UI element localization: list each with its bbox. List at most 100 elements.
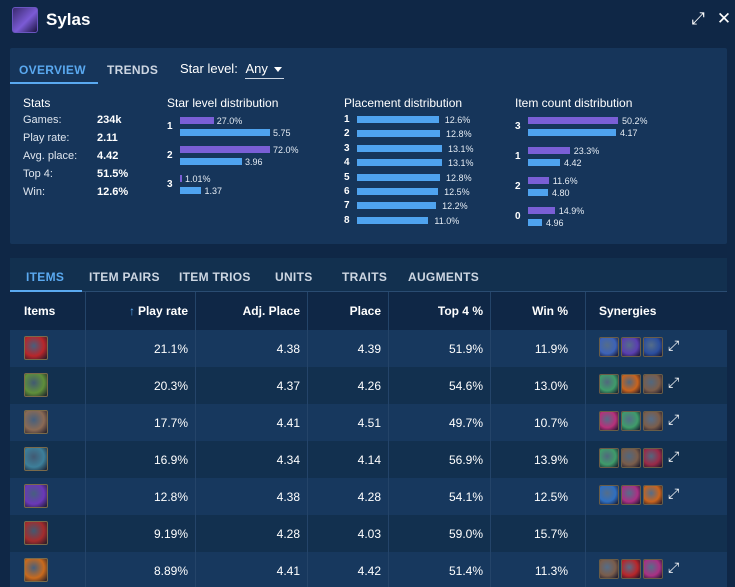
item-count-pct-text: 14.9% <box>558 206 585 216</box>
placement-pct-text: 12.6% <box>444 115 471 125</box>
close-window-button[interactable]: ✕ <box>716 9 732 28</box>
top4-cell: 51.4% <box>448 564 483 578</box>
red-slash-item-icon[interactable] <box>24 336 48 360</box>
placement-pct-text: 13.1% <box>448 143 474 154</box>
stat-value: 51.5% <box>97 168 129 180</box>
expand-icon[interactable]: ⤢ <box>668 337 680 353</box>
column-divider <box>585 292 586 587</box>
table-row[interactable]: 12.8% 4.38 4.28 54.1% 12.5% ⤢ <box>10 478 727 515</box>
stone-spiral-item-icon[interactable] <box>24 410 48 434</box>
stone-spiral-icon[interactable] <box>643 374 663 394</box>
placement-bar <box>357 173 441 181</box>
expand-icon[interactable]: ⤢ <box>668 374 680 390</box>
red-slash-icon[interactable] <box>621 559 641 579</box>
placement-bar <box>357 116 439 123</box>
item-count-pct-text: 23.3% <box>573 146 600 156</box>
adj-place-cell: 4.34 <box>276 453 300 467</box>
red-armor-item-icon[interactable] <box>24 521 48 545</box>
tab-units[interactable]: UNITS <box>275 270 313 284</box>
expand-icon[interactable]: ⤢ <box>668 559 680 575</box>
expand-icon[interactable]: ⤢ <box>668 448 680 464</box>
star-level-label: Star level: <box>180 61 238 76</box>
table-row[interactable]: 17.7% 4.41 4.51 49.7% 10.7% ⤢ <box>10 404 727 441</box>
expand-window-button[interactable]: ⤢ <box>691 9 705 28</box>
header-items[interactable]: Items <box>24 304 56 318</box>
top4-cell: 56.9% <box>448 453 483 467</box>
green-blade-icon[interactable] <box>599 374 619 394</box>
star-pct-bar <box>180 117 214 124</box>
stat-label: Play rate: <box>23 132 70 144</box>
blue-orb-icon[interactable] <box>643 337 663 357</box>
header-win[interactable]: Win % <box>532 304 568 318</box>
table-row[interactable]: 16.9% 4.34 4.14 56.9% 13.9% ⤢ <box>10 441 727 478</box>
violet-mage-item-icon[interactable] <box>24 484 48 508</box>
star-place-text: 5.75 <box>273 128 291 138</box>
item-count-place-text: 4.96 <box>546 218 564 228</box>
header-top4[interactable]: Top 4 % <box>437 304 483 318</box>
crimson-gem-icon[interactable] <box>643 448 663 468</box>
place-cell: 4.03 <box>357 527 381 541</box>
blue-gem-icon[interactable] <box>599 485 619 505</box>
sort-arrow-icon: ↑ <box>128 304 135 318</box>
pink-orb-icon[interactable] <box>599 411 619 431</box>
play-rate-cell: 8.89% <box>153 564 188 578</box>
expand-icon[interactable]: ⤢ <box>668 485 680 501</box>
item-count-place-bar <box>528 129 616 136</box>
placement-row-label: 6 <box>344 186 350 197</box>
tab-overview[interactable]: OVERVIEW <box>19 63 86 77</box>
stone-spiral-icon[interactable] <box>643 411 663 431</box>
stat-label: Avg. place: <box>23 150 78 162</box>
table-row[interactable]: 20.3% 4.37 4.26 54.6% 13.0% ⤢ <box>10 367 727 404</box>
table-row[interactable]: 8.89% 4.41 4.42 51.4% 11.3% ⤢ <box>10 552 727 587</box>
tab-augments[interactable]: AUGMENTS <box>408 270 480 284</box>
place-cell: 4.28 <box>357 490 381 504</box>
stats-title: Stats <box>23 96 51 110</box>
teal-staff-item-icon[interactable] <box>24 447 48 471</box>
orange-flame-icon[interactable] <box>621 374 641 394</box>
placement-bar <box>357 144 442 152</box>
champion-portrait-icon <box>12 7 38 33</box>
column-divider <box>307 292 308 587</box>
item-count-place-text: 4.17 <box>620 128 638 138</box>
header-synergies[interactable]: Synergies <box>599 304 657 318</box>
green-blade-icon[interactable] <box>621 411 641 431</box>
tab-items[interactable]: ITEMS <box>26 270 65 284</box>
tab-trends[interactable]: TRENDS <box>107 63 159 77</box>
header-adj-place[interactable]: Adj. Place <box>242 304 300 318</box>
stone-spiral-icon[interactable] <box>621 448 641 468</box>
win-cell: 13.9% <box>533 453 568 467</box>
green-crown-item-icon[interactable] <box>24 373 48 397</box>
tab-traits[interactable]: TRAITS <box>342 270 388 284</box>
orange-flame-icon[interactable] <box>643 485 663 505</box>
table-row[interactable]: 9.19% 4.28 4.03 59.0% 15.7% <box>10 515 727 552</box>
green-blade-icon[interactable] <box>599 448 619 468</box>
place-cell: 4.26 <box>357 379 381 393</box>
placement-pct-text: 13.1% <box>448 158 474 169</box>
star-place-text: 1.37 <box>204 186 222 196</box>
adj-place-cell: 4.38 <box>276 342 300 356</box>
magenta-flame-icon[interactable] <box>621 485 641 505</box>
placement-pct-text: 11.0% <box>434 215 460 226</box>
blue-storm-icon[interactable] <box>599 337 619 357</box>
star-pct-bar <box>180 146 270 153</box>
stone-spiral-icon[interactable] <box>599 559 619 579</box>
adj-place-cell: 4.41 <box>276 416 300 430</box>
placement-row-label: 3 <box>344 142 350 154</box>
header-play-rate[interactable]: ↑ Play rate <box>110 304 188 318</box>
placement-pct-text: 12.8% <box>446 129 472 140</box>
place-cell: 4.14 <box>357 453 381 467</box>
magenta-flame-icon[interactable] <box>643 559 663 579</box>
stat-value: 4.42 <box>97 150 119 162</box>
item-count-place-bar <box>528 189 548 196</box>
win-cell: 15.7% <box>533 527 568 541</box>
expand-icon[interactable]: ⤢ <box>668 411 680 427</box>
tab-item-trios[interactable]: ITEM TRIOS <box>179 270 251 284</box>
header-place[interactable]: Place <box>349 304 381 318</box>
table-row[interactable]: 21.1% 4.38 4.39 51.9% 11.9% ⤢ <box>10 330 727 367</box>
orange-dragon-item-icon[interactable] <box>24 558 48 582</box>
star-place-text: 3.96 <box>244 157 263 167</box>
tab-item-pairs[interactable]: ITEM PAIRS <box>89 270 160 284</box>
purple-crown-icon[interactable] <box>621 337 641 357</box>
item-count-pct-text: 50.2% <box>622 116 648 126</box>
star-level-select[interactable]: Star level: Any <box>180 61 284 79</box>
